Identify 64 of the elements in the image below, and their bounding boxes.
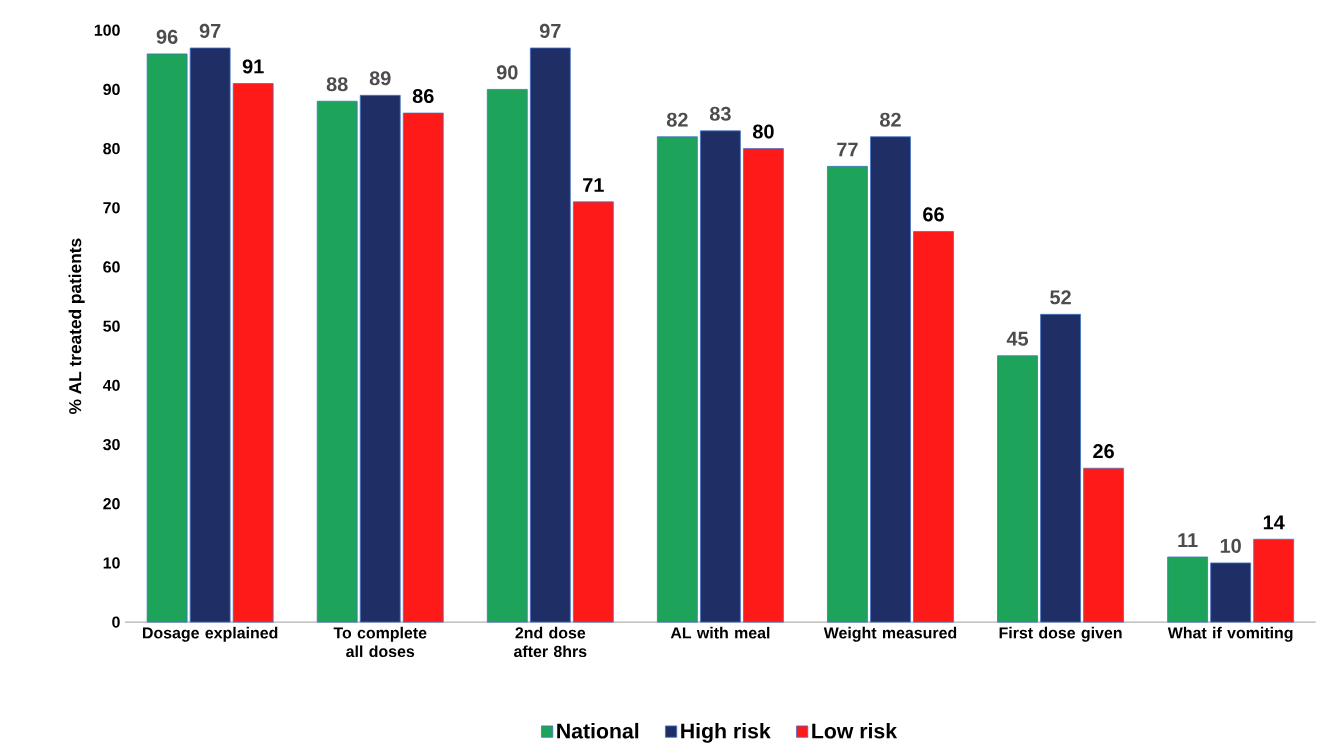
bar	[700, 130, 741, 623]
bar	[316, 100, 358, 623]
bar	[146, 53, 188, 623]
bar	[572, 201, 614, 623]
bar	[359, 94, 401, 623]
data-label: 66	[923, 207, 944, 222]
data-label: 97	[199, 23, 221, 38]
bar	[1167, 556, 1208, 623]
x-tick-label: AL with meal	[670, 626, 770, 639]
bar	[1253, 538, 1295, 623]
legend-label: National	[557, 722, 639, 739]
data-label: 14	[1263, 515, 1285, 530]
y-tick-label: 100	[94, 24, 120, 36]
y-tick-label: 60	[103, 261, 120, 273]
bar	[232, 83, 274, 623]
bar	[486, 88, 528, 623]
data-label: 96	[156, 29, 178, 44]
bar	[913, 230, 954, 623]
bar	[189, 47, 231, 623]
data-label: 82	[880, 112, 901, 127]
bar	[827, 165, 868, 623]
data-label: 88	[326, 77, 348, 92]
data-label: 52	[1050, 290, 1071, 305]
bar	[529, 47, 571, 623]
bar	[402, 112, 444, 623]
data-label: 82	[666, 112, 688, 127]
x-tick-label: To complete all doses	[333, 626, 427, 658]
y-tick-label: 20	[103, 498, 120, 510]
data-label: 77	[837, 142, 858, 157]
y-axis-title: % AL treated patients	[68, 238, 85, 414]
y-tick-label: 30	[103, 438, 120, 451]
y-tick-label: 90	[103, 83, 120, 95]
data-label: 83	[709, 106, 731, 121]
x-tick-label: Weight measured	[823, 626, 957, 642]
data-label: 26	[1093, 444, 1114, 459]
bar	[743, 148, 784, 623]
legend-label: Low risk	[812, 722, 898, 739]
data-label: 11	[1178, 533, 1198, 547]
legend-label: High risk	[681, 722, 771, 743]
x-tick-label: What if vomiting	[1167, 626, 1293, 642]
data-label: 97	[539, 23, 561, 38]
data-label: 89	[369, 71, 391, 86]
data-label: 91	[242, 59, 264, 74]
x-tick-label: First dose given	[999, 626, 1122, 642]
bar	[870, 136, 911, 623]
data-label: 80	[752, 124, 774, 139]
y-tick-label: 0	[112, 616, 120, 628]
y-tick-label: 40	[102, 379, 120, 391]
bar	[1083, 467, 1124, 623]
data-label: 86	[412, 88, 434, 103]
y-tick-label: 70	[103, 202, 120, 214]
bar	[997, 355, 1038, 623]
data-label: 45	[1006, 331, 1029, 346]
y-tick-label: 10	[103, 557, 120, 569]
x-tick-label: Dosage explained	[143, 626, 278, 642]
data-label: 90	[496, 65, 518, 80]
bar	[656, 136, 698, 623]
x-tick-label: 2nd dose after 8hrs	[514, 626, 587, 658]
bar	[1210, 562, 1252, 623]
data-label: 10	[1220, 538, 1241, 553]
y-tick-label: 50	[103, 320, 120, 332]
data-label: 71	[583, 178, 604, 192]
y-tick-label: 80	[103, 142, 120, 155]
bar	[1040, 313, 1081, 623]
